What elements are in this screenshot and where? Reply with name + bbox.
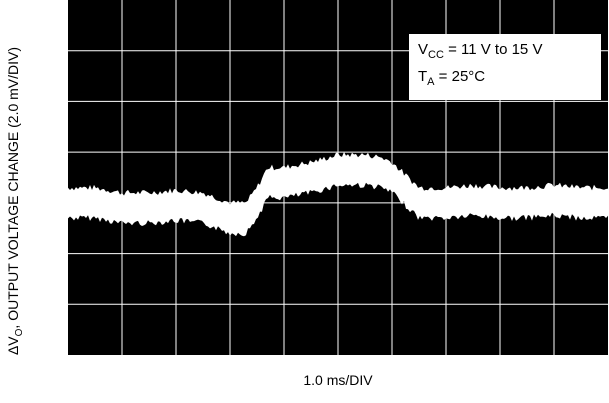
y-axis-label-container: ΔVO, OUTPUT VOLTAGE CHANGE (2.0 mV/DIV) xyxy=(0,0,30,403)
annotation-ta: TA = 25°C xyxy=(418,68,486,88)
conditions-annotation: VCC = 11 V to 15 V TA = 25°C xyxy=(409,34,601,100)
x-axis-label: 1.0 ms/DIV xyxy=(303,372,373,388)
voltage-trace xyxy=(68,151,608,237)
annotation-vcc: VCC = 11 V to 15 V xyxy=(418,41,543,61)
y-axis-label: ΔVO, OUTPUT VOLTAGE CHANGE (2.0 mV/DIV) xyxy=(5,46,25,356)
